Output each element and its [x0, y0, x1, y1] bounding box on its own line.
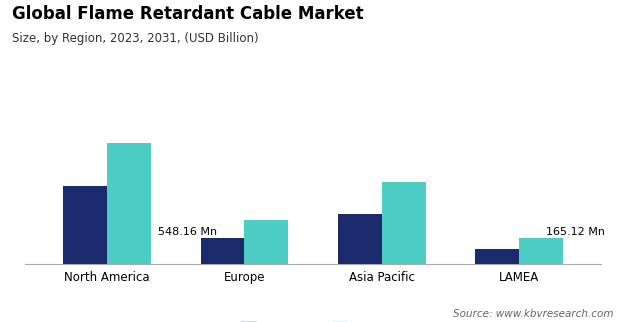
- Bar: [107, 143, 151, 264]
- Bar: [475, 249, 519, 264]
- Text: 548.16 Mn: 548.16 Mn: [158, 227, 217, 237]
- Text: Global Flame Retardant Cable Market: Global Flame Retardant Cable Market: [12, 5, 364, 23]
- Bar: [63, 185, 107, 264]
- Bar: [244, 220, 288, 264]
- Bar: [200, 238, 244, 264]
- Legend: 2023, 2031: 2023, 2031: [236, 317, 390, 322]
- Bar: [338, 214, 382, 264]
- Text: Source: www.kbvresearch.com: Source: www.kbvresearch.com: [453, 309, 614, 319]
- Bar: [382, 182, 426, 264]
- Text: Size, by Region, 2023, 2031, (USD Billion): Size, by Region, 2023, 2031, (USD Billio…: [12, 32, 259, 45]
- Text: 165.12 Mn: 165.12 Mn: [546, 227, 606, 237]
- Bar: [519, 238, 563, 264]
